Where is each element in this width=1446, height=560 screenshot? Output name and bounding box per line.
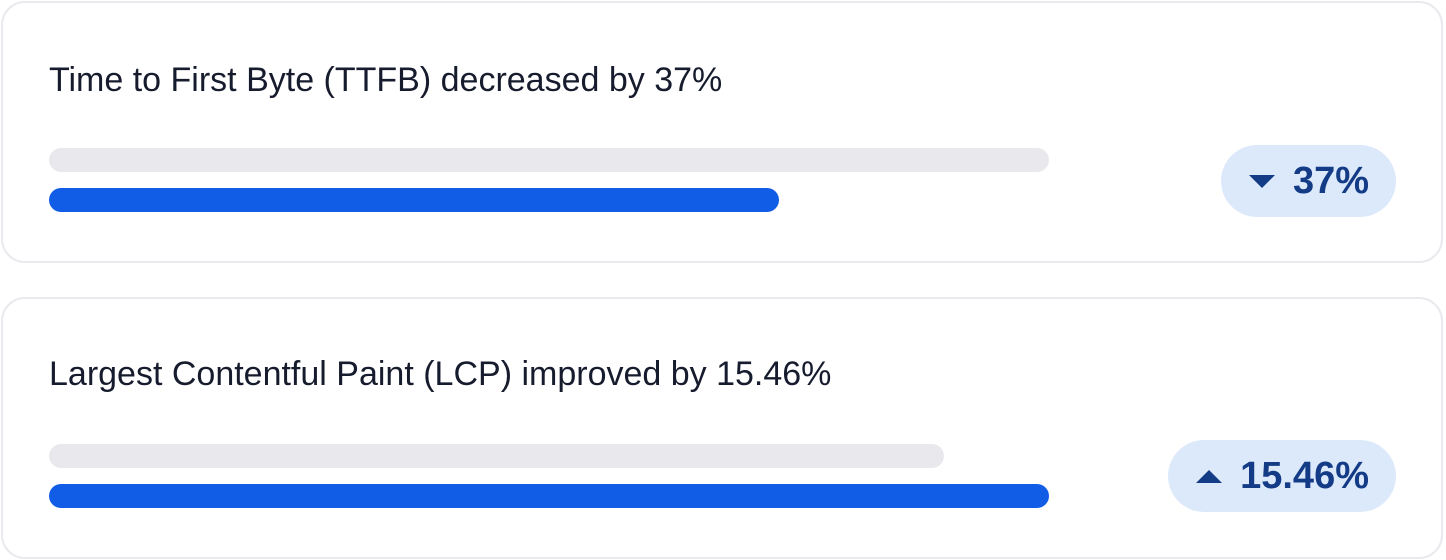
triangle-down-icon bbox=[1248, 174, 1275, 188]
bar-after bbox=[49, 484, 1049, 508]
change-badge: 15.46% bbox=[1168, 440, 1396, 512]
metric-card-lcp: Largest Contentful Paint (LCP) improved … bbox=[1, 297, 1443, 559]
change-value: 15.46% bbox=[1240, 454, 1369, 497]
change-value: 37% bbox=[1292, 159, 1369, 202]
triangle-up-icon bbox=[1196, 469, 1223, 483]
metric-title: Time to First Byte (TTFB) decreased by 3… bbox=[49, 61, 723, 99]
bar-before bbox=[49, 444, 944, 468]
bar-before bbox=[49, 148, 1049, 172]
bar-after bbox=[49, 188, 779, 212]
change-badge: 37% bbox=[1220, 145, 1396, 217]
metric-card-ttfb: Time to First Byte (TTFB) decreased by 3… bbox=[1, 1, 1443, 263]
metric-title: Largest Contentful Paint (LCP) improved … bbox=[49, 355, 832, 393]
